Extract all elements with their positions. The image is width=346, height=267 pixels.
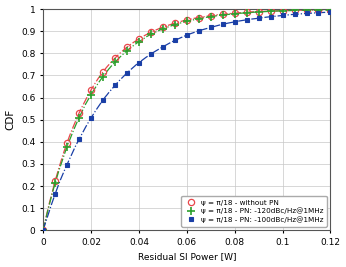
ψ = π/18 - without PN [161,26,165,29]
ψ = π/18 - PN: -100dBc/Hz@1MHz: (0.055, 0.858): -100dBc/Hz@1MHz: (0.055, 0.858) [173,39,177,42]
ψ = π/18 - PN: -120dBc/Hz@1MHz: (0.06, 0.944): -120dBc/Hz@1MHz: (0.06, 0.944) [185,20,189,23]
ψ = π/18 - PN: -120dBc/Hz@1MHz: (0.045, 0.885): -120dBc/Hz@1MHz: (0.045, 0.885) [149,33,153,36]
ψ = π/18 - PN: -100dBc/Hz@1MHz: (0.06, 0.882): -100dBc/Hz@1MHz: (0.06, 0.882) [185,34,189,37]
ψ = π/18 - without PN [292,9,297,12]
Line: ψ = π/18 - without PN: ψ = π/18 - without PN [40,6,334,233]
ψ = π/18 - without PN [41,229,45,232]
ψ = π/18 - PN: -120dBc/Hz@1MHz: (0.115, 0.996): -120dBc/Hz@1MHz: (0.115, 0.996) [316,8,320,11]
ψ = π/18 - without PN [316,8,320,11]
ψ = π/18 - PN: -100dBc/Hz@1MHz: (0.025, 0.589): -100dBc/Hz@1MHz: (0.025, 0.589) [101,99,105,102]
ψ = π/18 - PN: -120dBc/Hz@1MHz: (0.07, 0.966): -120dBc/Hz@1MHz: (0.07, 0.966) [209,15,213,18]
ψ = π/18 - without PN [328,8,333,11]
ψ = π/18 - PN: -100dBc/Hz@1MHz: (0.12, 0.986): -100dBc/Hz@1MHz: (0.12, 0.986) [328,11,333,14]
ψ = π/18 - PN: -100dBc/Hz@1MHz: (0.1, 0.971): -100dBc/Hz@1MHz: (0.1, 0.971) [281,14,285,17]
ψ = π/18 - PN: -100dBc/Hz@1MHz: (0.015, 0.411): -100dBc/Hz@1MHz: (0.015, 0.411) [77,138,81,141]
ψ = π/18 - PN: -120dBc/Hz@1MHz: (0, 0): -120dBc/Hz@1MHz: (0, 0) [41,229,45,232]
ψ = π/18 - PN: -100dBc/Hz@1MHz: (0.115, 0.983): -100dBc/Hz@1MHz: (0.115, 0.983) [316,11,320,14]
ψ = π/18 - PN: -100dBc/Hz@1MHz: (0.105, 0.976): -100dBc/Hz@1MHz: (0.105, 0.976) [292,13,297,16]
ψ = π/18 - PN: -100dBc/Hz@1MHz: (0.095, 0.966): -100dBc/Hz@1MHz: (0.095, 0.966) [268,15,273,18]
ψ = π/18 - PN: -120dBc/Hz@1MHz: (0.08, 0.979): -120dBc/Hz@1MHz: (0.08, 0.979) [233,12,237,15]
ψ = π/18 - PN: -120dBc/Hz@1MHz: (0.1, 0.992): -120dBc/Hz@1MHz: (0.1, 0.992) [281,9,285,12]
ψ = π/18 - PN: -120dBc/Hz@1MHz: (0.01, 0.378): -120dBc/Hz@1MHz: (0.01, 0.378) [65,145,69,148]
ψ = π/18 - without PN [77,112,81,115]
ψ = π/18 - without PN [256,10,261,13]
ψ = π/18 - PN: -100dBc/Hz@1MHz: (0.045, 0.796): -100dBc/Hz@1MHz: (0.045, 0.796) [149,53,153,56]
Line: ψ = π/18 - PN: -100dBc/Hz@1MHz: ψ = π/18 - PN: -100dBc/Hz@1MHz [41,10,333,233]
ψ = π/18 - PN: -120dBc/Hz@1MHz: (0.025, 0.695): -120dBc/Hz@1MHz: (0.025, 0.695) [101,75,105,78]
ψ = π/18 - PN: -120dBc/Hz@1MHz: (0.085, 0.983): -120dBc/Hz@1MHz: (0.085, 0.983) [245,11,249,14]
ψ = π/18 - without PN [173,21,177,25]
ψ = π/18 - PN: -100dBc/Hz@1MHz: (0.01, 0.297): -100dBc/Hz@1MHz: (0.01, 0.297) [65,163,69,166]
ψ = π/18 - PN: -100dBc/Hz@1MHz: (0.075, 0.931): -100dBc/Hz@1MHz: (0.075, 0.931) [221,23,225,26]
ψ = π/18 - without PN [245,11,249,14]
X-axis label: Residual SI Power [W]: Residual SI Power [W] [137,252,236,261]
ψ = π/18 - PN: -120dBc/Hz@1MHz: (0.09, 0.987): -120dBc/Hz@1MHz: (0.09, 0.987) [256,10,261,14]
ψ = π/18 - without PN [221,13,225,16]
ψ = π/18 - PN: -100dBc/Hz@1MHz: (0.065, 0.902): -100dBc/Hz@1MHz: (0.065, 0.902) [197,29,201,32]
ψ = π/18 - PN: -100dBc/Hz@1MHz: (0.02, 0.508): -100dBc/Hz@1MHz: (0.02, 0.508) [89,116,93,120]
ψ = π/18 - PN: -100dBc/Hz@1MHz: (0.11, 0.98): -100dBc/Hz@1MHz: (0.11, 0.98) [304,12,309,15]
ψ = π/18 - without PN [53,180,57,183]
ψ = π/18 - PN: -100dBc/Hz@1MHz: (0.085, 0.951): -100dBc/Hz@1MHz: (0.085, 0.951) [245,18,249,21]
Y-axis label: CDF: CDF [6,109,16,130]
ψ = π/18 - PN: -120dBc/Hz@1MHz: (0.065, 0.957): -120dBc/Hz@1MHz: (0.065, 0.957) [197,17,201,20]
ψ = π/18 - without PN [149,31,153,34]
ψ = π/18 - without PN [233,11,237,15]
ψ = π/18 - PN: -100dBc/Hz@1MHz: (0.03, 0.655): -100dBc/Hz@1MHz: (0.03, 0.655) [113,84,117,87]
ψ = π/18 - without PN [137,37,141,40]
ψ = π/18 - without PN [65,141,69,144]
ψ = π/18 - without PN [268,9,273,13]
ψ = π/18 - PN: -120dBc/Hz@1MHz: (0.075, 0.973): -120dBc/Hz@1MHz: (0.075, 0.973) [221,13,225,17]
ψ = π/18 - PN: -120dBc/Hz@1MHz: (0.02, 0.613): -120dBc/Hz@1MHz: (0.02, 0.613) [89,93,93,96]
ψ = π/18 - PN: -120dBc/Hz@1MHz: (0.03, 0.76): -120dBc/Hz@1MHz: (0.03, 0.76) [113,61,117,64]
ψ = π/18 - without PN [125,46,129,49]
ψ = π/18 - PN: -100dBc/Hz@1MHz: (0.005, 0.164): -100dBc/Hz@1MHz: (0.005, 0.164) [53,193,57,196]
ψ = π/18 - PN: -100dBc/Hz@1MHz: (0.08, 0.942): -100dBc/Hz@1MHz: (0.08, 0.942) [233,20,237,23]
ψ = π/18 - PN: -120dBc/Hz@1MHz: (0.105, 0.994): -120dBc/Hz@1MHz: (0.105, 0.994) [292,9,297,12]
ψ = π/18 - PN: -120dBc/Hz@1MHz: (0.095, 0.99): -120dBc/Hz@1MHz: (0.095, 0.99) [268,10,273,13]
ψ = π/18 - without PN [101,70,105,73]
ψ = π/18 - without PN [197,16,201,19]
ψ = π/18 - PN: -100dBc/Hz@1MHz: (0.07, 0.917): -100dBc/Hz@1MHz: (0.07, 0.917) [209,26,213,29]
ψ = π/18 - PN: -100dBc/Hz@1MHz: (0.04, 0.758): -100dBc/Hz@1MHz: (0.04, 0.758) [137,61,141,64]
ψ = π/18 - PN: -120dBc/Hz@1MHz: (0.11, 0.995): -120dBc/Hz@1MHz: (0.11, 0.995) [304,9,309,12]
Line: ψ = π/18 - PN: -120dBc/Hz@1MHz: ψ = π/18 - PN: -120dBc/Hz@1MHz [39,6,334,234]
ψ = π/18 - PN: -120dBc/Hz@1MHz: (0.035, 0.812): -120dBc/Hz@1MHz: (0.035, 0.812) [125,49,129,52]
ψ = π/18 - PN: -120dBc/Hz@1MHz: (0.04, 0.853): -120dBc/Hz@1MHz: (0.04, 0.853) [137,40,141,43]
ψ = π/18 - PN: -120dBc/Hz@1MHz: (0.055, 0.929): -120dBc/Hz@1MHz: (0.055, 0.929) [173,23,177,26]
ψ = π/18 - without PN [209,14,213,17]
ψ = π/18 - PN: -120dBc/Hz@1MHz: (0.005, 0.212): -120dBc/Hz@1MHz: (0.005, 0.212) [53,182,57,185]
ψ = π/18 - without PN [89,88,93,92]
ψ = π/18 - without PN [185,18,189,22]
ψ = π/18 - PN: -100dBc/Hz@1MHz: (0, 0): -100dBc/Hz@1MHz: (0, 0) [41,229,45,232]
ψ = π/18 - PN: -120dBc/Hz@1MHz: (0.015, 0.508): -120dBc/Hz@1MHz: (0.015, 0.508) [77,116,81,120]
ψ = π/18 - without PN [281,9,285,12]
Legend: ψ = π/18 - without PN, ψ = π/18 - PN: -120dBc/Hz@1MHz, ψ = π/18 - PN: -100dBc/Hz: ψ = π/18 - without PN, ψ = π/18 - PN: -1… [181,196,327,227]
ψ = π/18 - PN: -100dBc/Hz@1MHz: (0.09, 0.959): -100dBc/Hz@1MHz: (0.09, 0.959) [256,17,261,20]
ψ = π/18 - without PN [113,56,117,60]
ψ = π/18 - without PN [304,8,309,11]
ψ = π/18 - PN: -120dBc/Hz@1MHz: (0.12, 0.997): -120dBc/Hz@1MHz: (0.12, 0.997) [328,8,333,11]
ψ = π/18 - PN: -100dBc/Hz@1MHz: (0.035, 0.711): -100dBc/Hz@1MHz: (0.035, 0.711) [125,72,129,75]
ψ = π/18 - PN: -120dBc/Hz@1MHz: (0.05, 0.911): -120dBc/Hz@1MHz: (0.05, 0.911) [161,27,165,30]
ψ = π/18 - PN: -100dBc/Hz@1MHz: (0.05, 0.829): -100dBc/Hz@1MHz: (0.05, 0.829) [161,45,165,48]
